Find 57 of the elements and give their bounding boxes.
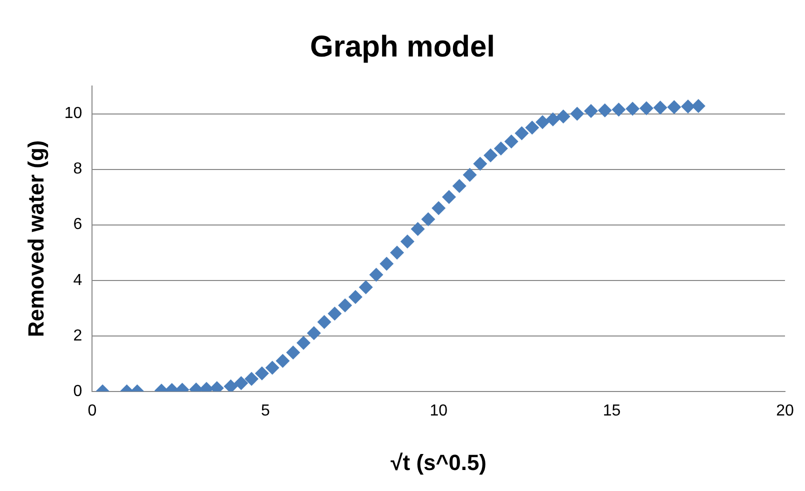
chart-title: Graph model [310, 30, 496, 64]
y-tick-label: 0 [73, 382, 82, 400]
point [380, 256, 394, 271]
point [286, 346, 300, 360]
point [452, 178, 466, 193]
point [369, 268, 384, 282]
point [556, 110, 570, 124]
x-tick-label: 10 [430, 402, 448, 420]
point [546, 112, 560, 126]
y-tick-label: 4 [73, 272, 82, 289]
point [265, 360, 280, 375]
point [276, 354, 290, 368]
x-tick-label: 15 [602, 402, 621, 420]
point [484, 148, 498, 162]
point [306, 326, 321, 340]
point [390, 246, 404, 260]
point [653, 100, 668, 115]
y-axis-title: Removed water (g) [23, 140, 48, 338]
point [348, 290, 362, 304]
point [421, 212, 436, 226]
point [639, 101, 654, 116]
point [432, 201, 446, 216]
point [667, 100, 682, 114]
x-tick-label: 20 [776, 402, 794, 420]
point [570, 106, 584, 121]
point [296, 336, 310, 350]
y-tick-label: 6 [73, 216, 82, 234]
point [612, 102, 626, 117]
point [234, 376, 248, 390]
point [244, 372, 259, 386]
point [317, 314, 332, 329]
y-tick-label: 10 [64, 105, 82, 122]
point [358, 280, 373, 294]
point [442, 190, 456, 204]
point [462, 168, 477, 182]
point [328, 306, 342, 321]
y-tick-label: 2 [73, 327, 82, 344]
x-tick-label: 0 [88, 402, 97, 420]
point [525, 120, 540, 135]
y-tick-label: 8 [73, 160, 82, 178]
point [494, 141, 508, 156]
point [598, 103, 612, 118]
point [514, 126, 529, 140]
point [536, 115, 550, 130]
point [254, 366, 269, 380]
point [691, 98, 706, 113]
x-tick-label: 5 [260, 402, 270, 420]
point [504, 134, 518, 149]
point [410, 222, 425, 236]
point [473, 156, 488, 171]
point [626, 102, 640, 116]
point [224, 379, 238, 392]
point [338, 298, 352, 312]
point [681, 100, 696, 114]
point [584, 104, 598, 118]
point [400, 234, 414, 248]
x-axis-title: √t (s^0.5) [390, 450, 487, 475]
